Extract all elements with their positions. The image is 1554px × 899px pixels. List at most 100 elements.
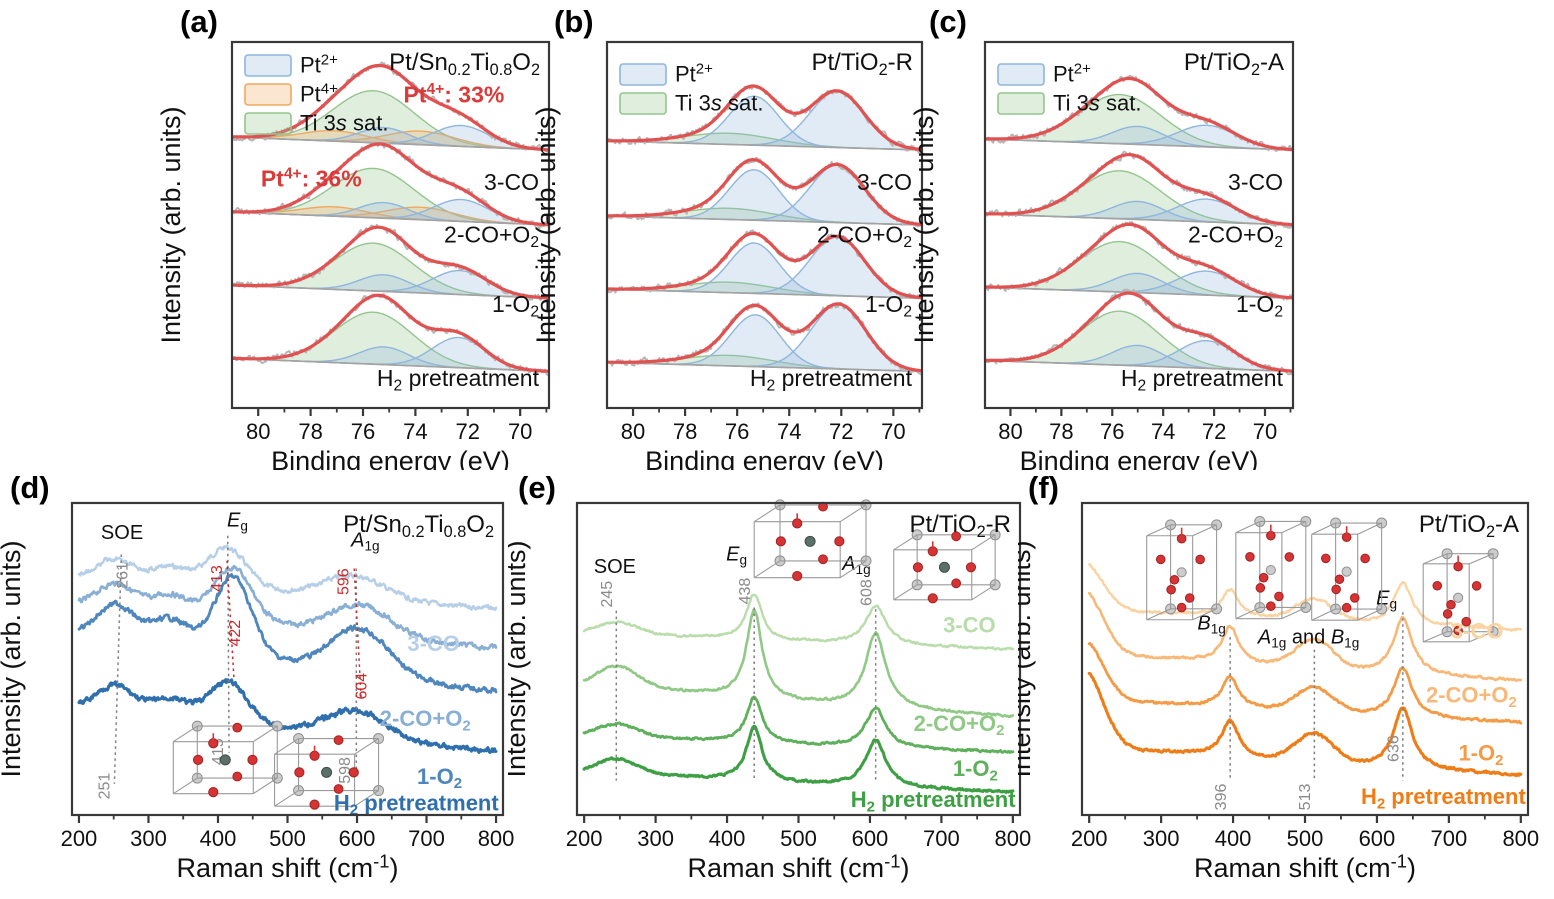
xps-plot-c: 3-CO 2-CO+O2 1-O2 H2 pretreatment Pt/TiO2-A P…	[909, 40, 1295, 476]
blue-legend-swatch	[244, 54, 292, 77]
pt4-percentage-annotation: Pt4+: 36%	[261, 165, 362, 191]
treatment-label: 1-O2	[953, 756, 998, 784]
panel-title: Pt/Sn0.2Ti0.8O2	[343, 511, 494, 541]
legend: Pt2+ Pt4+ Ti 3s sat.	[244, 52, 388, 136]
treatment-label: H2 pretreatment	[1361, 784, 1527, 812]
treatment-label: 1-O2	[1236, 291, 1283, 321]
treatment-label: H2 pretreatment	[377, 365, 540, 395]
peak-position-label: 596	[336, 568, 353, 595]
svg-text:74: 74	[1151, 419, 1175, 444]
svg-text:70: 70	[508, 419, 532, 444]
panel-label-e: (e)	[518, 470, 556, 505]
crystal-cell-inset	[893, 529, 1001, 604]
panel-a: (a) 3-CO 2-CO+O2 1-O2 H2 pretreatment Pt4+: …	[150, 0, 592, 476]
svg-text:70: 70	[881, 419, 905, 444]
svg-text:74: 74	[777, 419, 801, 444]
svg-text:700: 700	[1431, 826, 1468, 851]
x-axis-label: Raman shift (cm-1)	[1194, 850, 1416, 883]
svg-text:72: 72	[829, 419, 853, 444]
svg-text:600: 600	[852, 826, 889, 851]
svg-text:400: 400	[709, 826, 746, 851]
peak-position-label: 608	[858, 579, 875, 606]
treatment-label: 3-CO	[943, 612, 996, 637]
peak-position-label: 396	[1213, 784, 1230, 811]
crystal-cell-inset	[1235, 515, 1312, 620]
treatment-label: H2 pretreatment	[750, 365, 913, 395]
crystal-cell-inset	[1146, 519, 1223, 621]
svg-text:78: 78	[298, 419, 322, 444]
crystal-cell-inset	[753, 499, 872, 582]
panel-label-d: (d)	[10, 470, 50, 505]
spectra-group	[986, 74, 1292, 376]
legend: Pt2+ Ti 3s sat.	[619, 61, 763, 116]
green-legend-swatch	[619, 92, 667, 115]
treatment-label: 1-O2	[865, 291, 912, 321]
treatment-label: H2 pretreatment	[851, 787, 1017, 815]
svg-text:500: 500	[780, 826, 817, 851]
raman-curve	[77, 564, 498, 651]
raman-curve	[77, 678, 498, 755]
peak-position-label: 251	[97, 773, 114, 800]
xps-plot-b: 3-CO 2-CO+O2 1-O2 H2 pretreatment Pt/TiO2-R P…	[531, 40, 924, 476]
panel-label-a: (a)	[180, 4, 218, 39]
raman-curve	[582, 593, 1015, 651]
pt4-percentage-annotation: Pt4+: 33%	[403, 81, 504, 107]
treatment-labels: 3-CO 2-CO+O2 1-O2 H2 pretreatment	[1121, 169, 1284, 394]
peak-position-label: 604	[354, 673, 371, 700]
peak-guide-lines: 245 438 608	[599, 578, 877, 781]
panel-title: Pt/TiO2-R	[909, 511, 1011, 541]
svg-text:76: 76	[725, 419, 749, 444]
svg-text:200: 200	[566, 826, 603, 851]
spectra-group	[77, 544, 498, 755]
svg-text:76: 76	[351, 419, 375, 444]
blue-legend-swatch	[619, 63, 667, 86]
panel-label-c: (c)	[929, 4, 967, 39]
treatment-label: 3-CO	[484, 169, 539, 195]
legend-label: Pt2+	[300, 52, 338, 78]
treatment-labels: 3-CO 2-CO+O2 1-O2 H2 pretreatment	[1361, 619, 1527, 813]
raman-mode-label: A1g and B1g	[1257, 626, 1359, 650]
peak-position-label: 636	[1386, 735, 1403, 762]
svg-text:76: 76	[1100, 419, 1124, 444]
treatment-label: 2-CO+O2	[380, 706, 471, 734]
treatment-label: 2-CO+O2	[817, 222, 912, 252]
svg-text:200: 200	[61, 826, 98, 851]
svg-text:72: 72	[1202, 419, 1226, 444]
peak-position-label: 261	[115, 562, 132, 589]
raman-mode-label: SOE	[101, 522, 143, 544]
panel-title: Pt/Sn0.2Ti0.8O2	[389, 49, 540, 79]
legend-label: Ti 3s sat.	[300, 111, 388, 136]
x-axis: 200 300 400 500 600 700 800 Raman shift (cm-1)	[61, 501, 514, 883]
crystal-cell-inset	[172, 720, 283, 798]
treatment-label: 2-CO+O2	[1188, 222, 1283, 252]
spectra-group	[608, 84, 921, 376]
svg-text:300: 300	[637, 826, 674, 851]
raman-curve	[77, 544, 498, 611]
raman-curve	[77, 573, 498, 694]
y-axis-label: Intensity (arb. units)	[531, 106, 561, 343]
y-axis-label: Intensity (arb. units)	[156, 106, 186, 343]
svg-text:800: 800	[994, 826, 1031, 851]
svg-text:72: 72	[456, 419, 480, 444]
legend-label: Pt2+	[675, 61, 713, 87]
orange-legend-swatch	[244, 83, 292, 106]
green-legend-swatch	[244, 112, 292, 135]
svg-text:300: 300	[130, 826, 167, 851]
svg-text:70: 70	[1253, 419, 1277, 444]
treatment-labels: 3-CO 2-CO+O2 1-O2 H2 pretreatment	[377, 169, 540, 394]
raman-curve	[1087, 591, 1523, 682]
peak-position-label: 413	[209, 565, 226, 592]
treatment-label: 3-CO	[857, 169, 912, 195]
svg-text:300: 300	[1143, 826, 1180, 851]
crystal-cell-inset	[1422, 548, 1499, 643]
svg-text:500: 500	[269, 826, 306, 851]
panel-b: (b) 3-CO 2-CO+O2 1-O2 H2 pretreatment Pt/TiO…	[524, 0, 966, 476]
y-axis-label: Intensity (arb. units)	[1018, 540, 1036, 777]
treatment-label: 3-CO	[1228, 169, 1283, 195]
treatment-labels: 3-CO 2-CO+O2 1-O2 H2 pretreatment	[750, 169, 913, 394]
x-axis: 200 300 400 500 600 700 800 Raman shift (cm-1)	[1071, 501, 1539, 883]
svg-text:80: 80	[246, 419, 270, 444]
